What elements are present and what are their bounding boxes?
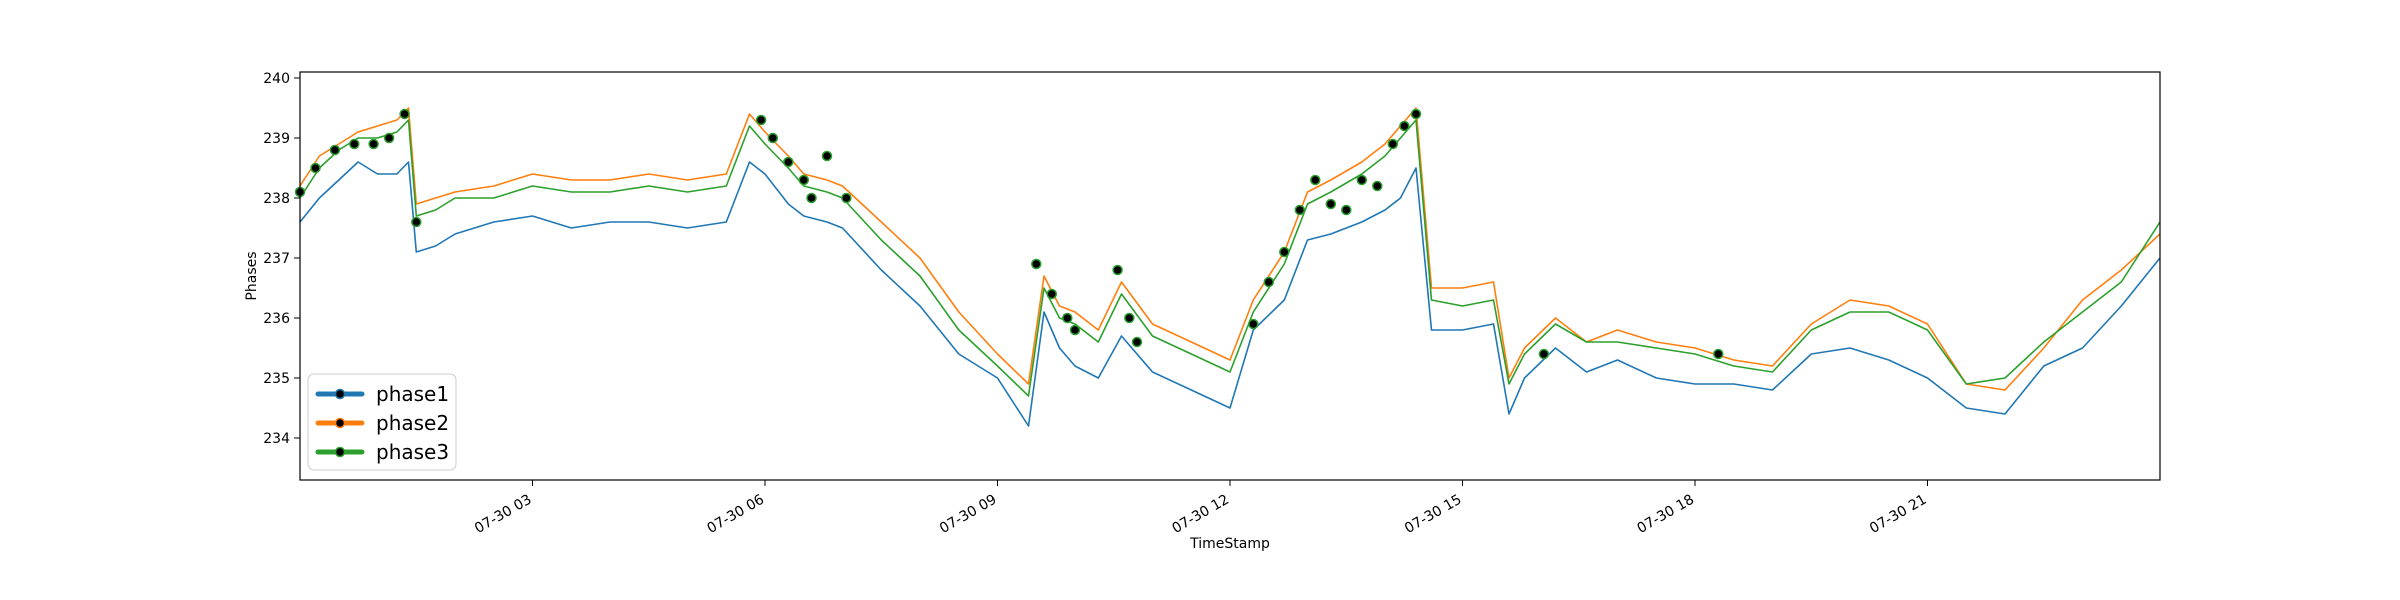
data-point-marker (1713, 348, 1724, 360)
y-axis: 234 235 236 237 238 239 240 (263, 71, 300, 447)
data-point-marker (1410, 108, 1422, 120)
x-tick-label: 07-30 06 (704, 492, 767, 537)
data-point-marker (1294, 204, 1306, 216)
data-point-marker (755, 114, 767, 126)
legend: phase1 phase2 phase3 (307, 373, 457, 471)
legend-label-phase3: phase3 (376, 440, 449, 464)
series-line-phase3 (299, 119, 2161, 397)
y-tick-label: 235 (263, 371, 290, 387)
marker-layer (294, 108, 1724, 360)
y-tick-label: 236 (263, 311, 290, 327)
data-point-marker (821, 150, 833, 162)
data-point-marker (399, 108, 410, 120)
data-point-marker (368, 138, 379, 150)
data-point-marker (783, 156, 794, 168)
x-tick-label: 07-30 21 (1867, 492, 1930, 537)
data-point-marker (1046, 288, 1058, 300)
x-tick-label: 07-30 09 (937, 492, 1000, 537)
legend-label-phase1: phase1 (376, 382, 449, 406)
data-point-marker (1356, 174, 1368, 186)
data-point-marker (841, 192, 852, 204)
y-tick-label: 239 (263, 131, 290, 147)
data-point-marker (1310, 174, 1321, 186)
data-point-marker (1399, 120, 1410, 132)
data-point-marker (383, 132, 395, 144)
y-tick-label: 234 (263, 431, 290, 447)
data-point-marker (1131, 336, 1143, 348)
series-line-phase1 (299, 161, 2161, 427)
y-tick-label: 240 (263, 71, 290, 87)
data-point-marker (1387, 138, 1399, 150)
data-point-marker (329, 144, 341, 156)
data-point-marker (1248, 318, 1259, 330)
data-point-marker (1062, 312, 1073, 324)
data-point-marker (1372, 180, 1383, 192)
data-point-marker (411, 216, 422, 228)
legend-label-phase2: phase2 (376, 411, 449, 435)
x-axis: 07-30 03 07-30 06 07-30 09 07-30 12 07-30 15… (472, 480, 1930, 537)
y-tick-label: 238 (263, 191, 290, 207)
x-axis-label: TimeStamp (1189, 536, 1270, 552)
x-tick-label: 07-30 15 (1402, 492, 1465, 537)
x-tick-label: 07-30 03 (472, 492, 535, 537)
legend-marker-phase2 (334, 417, 346, 429)
data-point-marker (1112, 264, 1123, 276)
data-point-marker (1263, 276, 1275, 288)
series-layer (299, 107, 2161, 427)
y-tick-label: 237 (263, 251, 290, 267)
plot-frame (299, 71, 2161, 481)
data-point-marker (1279, 246, 1290, 258)
data-point-marker (349, 138, 360, 150)
legend-marker-phase1 (334, 388, 346, 400)
data-point-marker (1124, 312, 1135, 324)
data-point-marker (806, 192, 817, 204)
legend-marker-phase3 (334, 446, 346, 458)
data-point-marker (1069, 324, 1081, 336)
y-axis-label: Phases (244, 251, 260, 300)
data-point-marker (1031, 258, 1042, 270)
series-line-phase2 (299, 107, 2161, 391)
legend-box (307, 373, 457, 471)
data-point-marker (1325, 198, 1337, 210)
x-tick-label: 07-30 12 (1169, 492, 1232, 537)
x-tick-label: 07-30 18 (1634, 492, 1697, 537)
data-point-marker (798, 174, 810, 186)
data-point-marker (1538, 348, 1550, 360)
data-point-marker (767, 132, 779, 144)
data-point-marker (310, 162, 321, 174)
data-point-marker (1341, 204, 1352, 216)
